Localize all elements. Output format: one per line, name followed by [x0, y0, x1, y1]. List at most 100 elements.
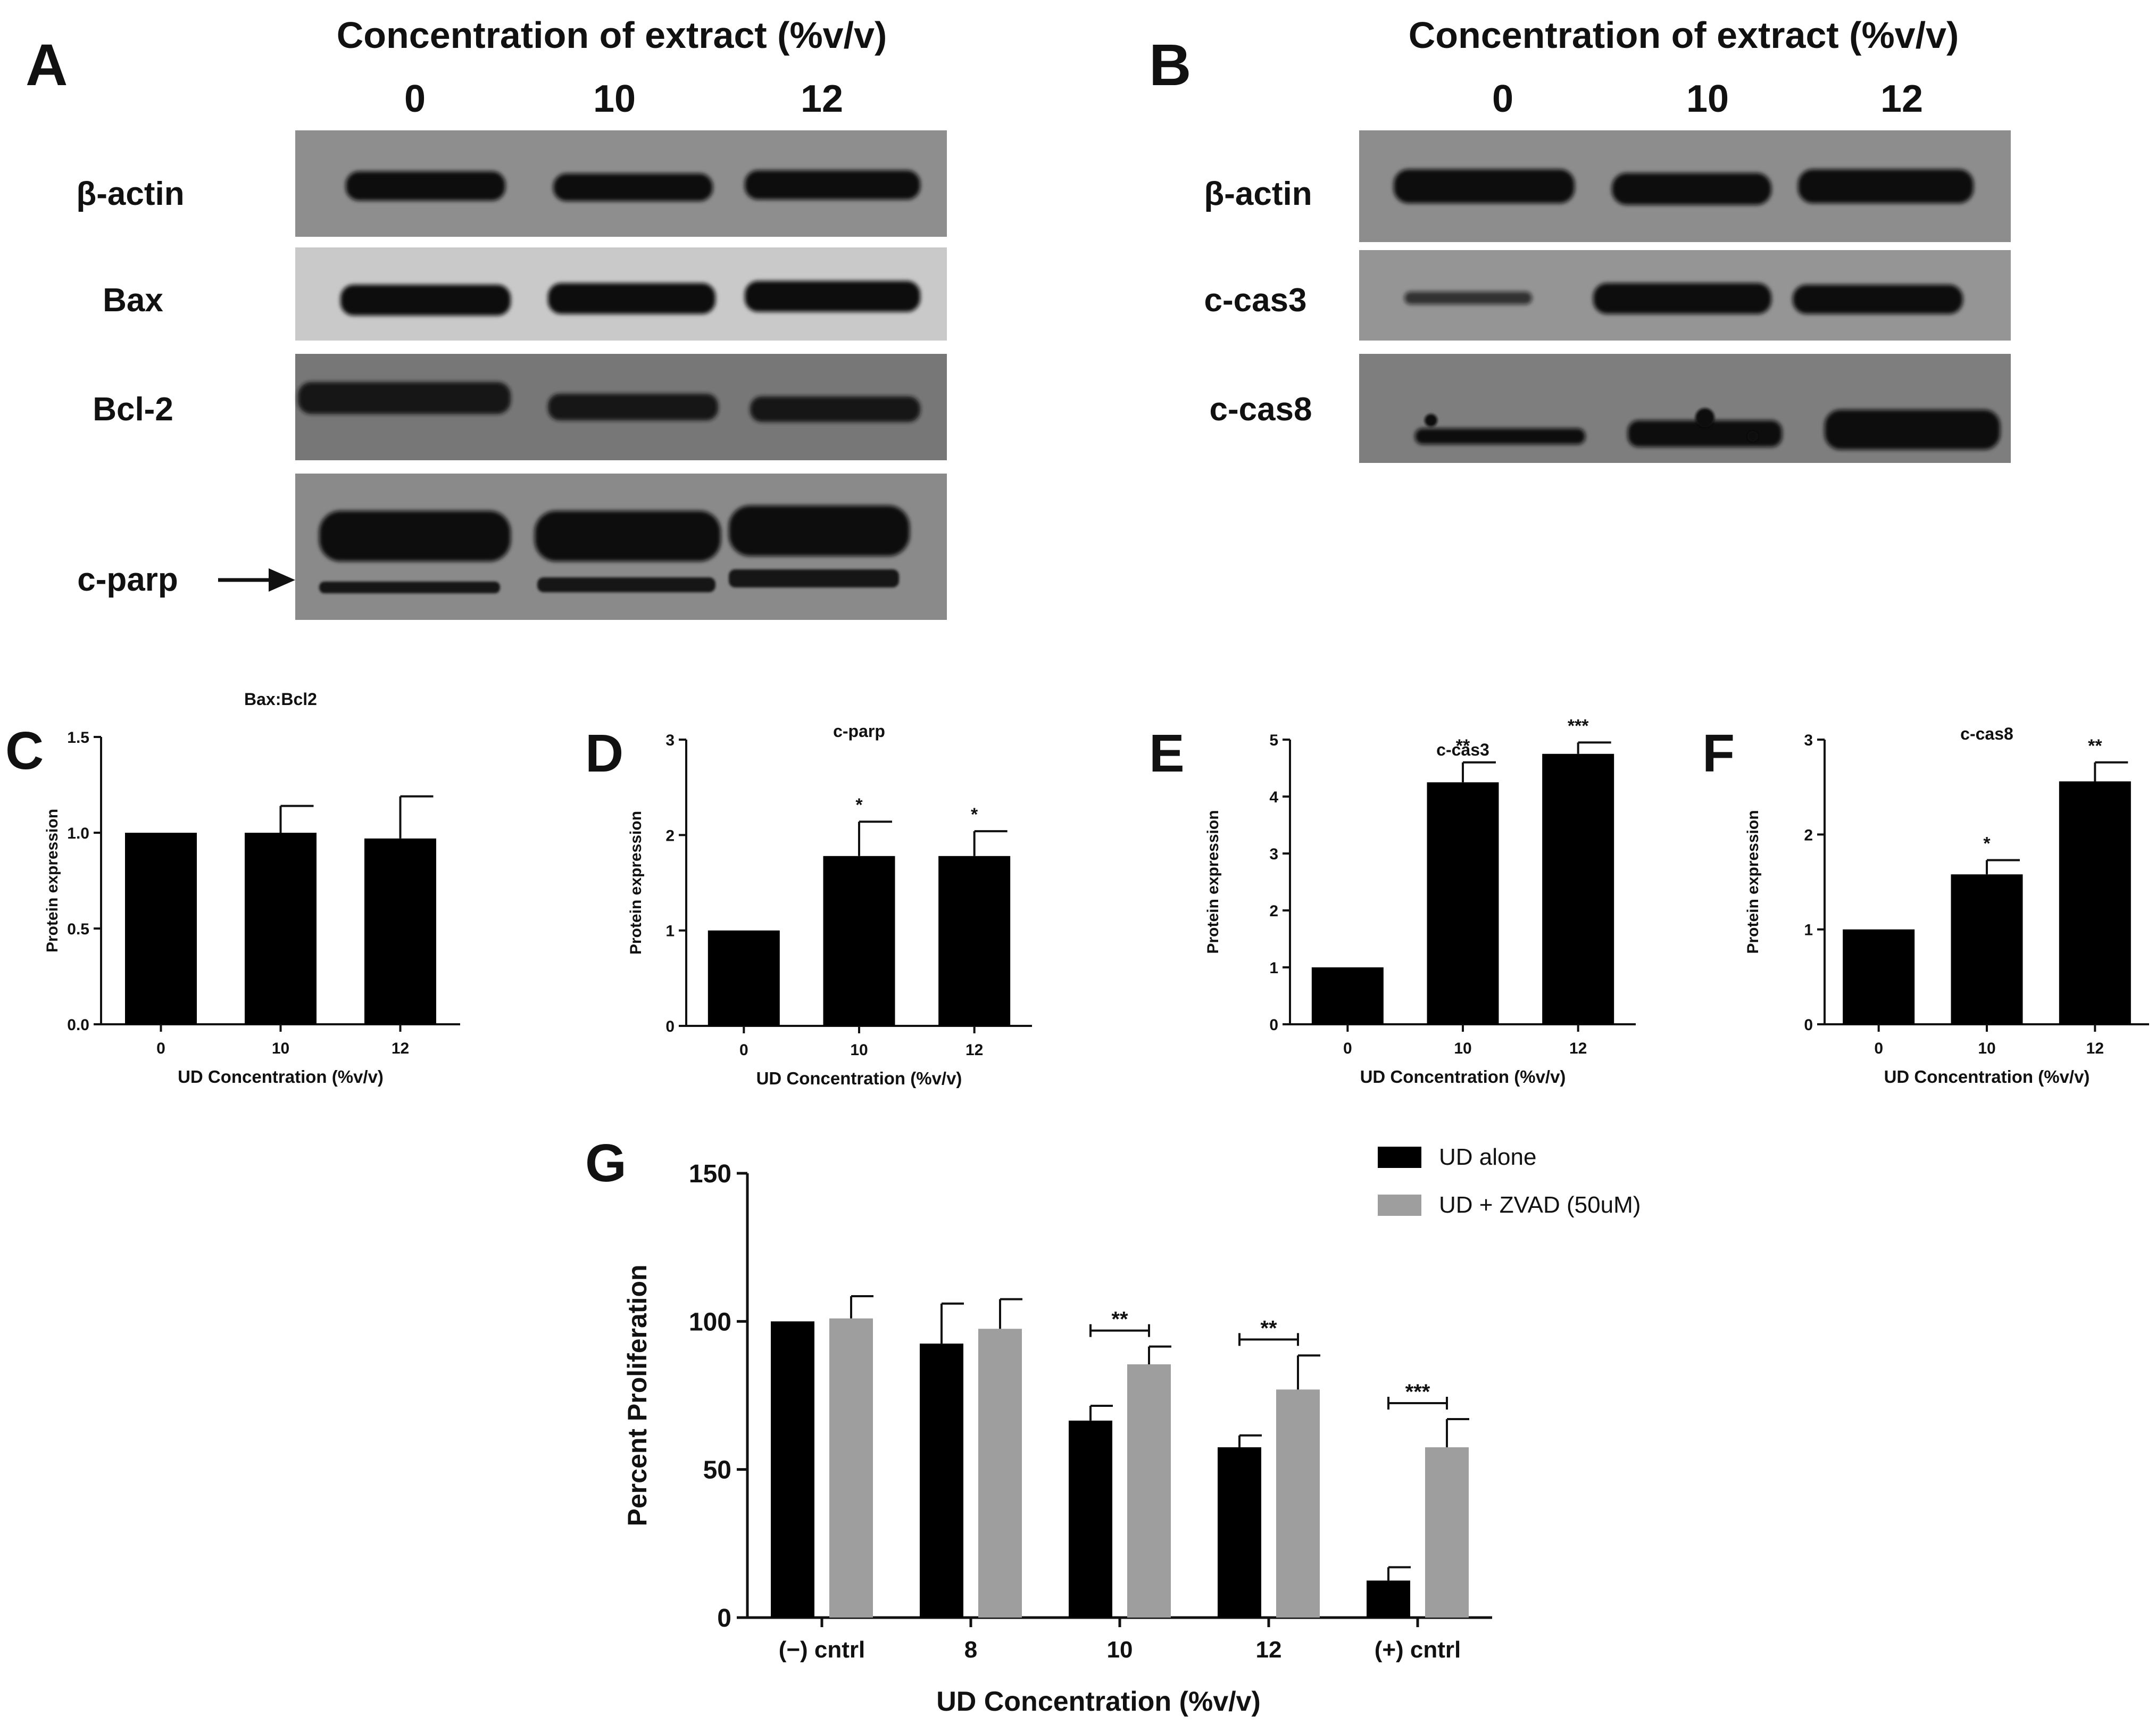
y-tick-label: 0 [1804, 1016, 1813, 1034]
blot-row-label: c-cas8 [1209, 391, 1312, 428]
y-tick-label: 5 [1269, 732, 1278, 749]
blot-band [1628, 420, 1782, 447]
lane-label: 0 [1492, 78, 1513, 120]
blot-bands [319, 569, 899, 593]
c-parp-arrow-icon [218, 568, 295, 592]
blot-band [745, 281, 920, 312]
panel-c-chart: C Bax:Bcl2 0.0 0.5 1.0 1.5 Protein expression 0… [5, 690, 460, 1087]
bar [1311, 967, 1384, 1024]
y-tick-label: 2 [665, 827, 675, 844]
y-axis-label: Protein expression [627, 811, 645, 955]
blot-bands [1415, 410, 2000, 450]
blot-band [319, 511, 511, 561]
y-tick-label: 1.0 [67, 825, 89, 842]
bar [1218, 1447, 1261, 1618]
bar [1542, 753, 1614, 1024]
bar [1367, 1580, 1410, 1618]
bar [938, 856, 1011, 1026]
significance-mark: * [1983, 833, 1991, 853]
blot-band [537, 577, 715, 592]
y-tick-label: 50 [703, 1456, 731, 1485]
bar [1843, 929, 1915, 1024]
y-tick-label: 1 [665, 923, 675, 940]
blot-bands [340, 281, 920, 316]
x-tick-label: 0 [1343, 1040, 1352, 1057]
x-axis-label: UD Concentration (%v/v) [1884, 1067, 2090, 1087]
y-tick-label: 3 [1269, 846, 1278, 863]
lane-label: 0 [404, 78, 426, 120]
panel-letter: C [5, 721, 44, 781]
panel-b: B Concentration of extract (%v/v) 0 10 1… [1149, 14, 2011, 463]
bar [1425, 1447, 1469, 1618]
blot-band [1825, 410, 2000, 450]
x-axis-label: UD Concentration (%v/v) [178, 1067, 384, 1087]
y-tick-label: 0 [717, 1604, 731, 1632]
blot-band [548, 394, 718, 420]
blot-bands [298, 382, 920, 422]
x-tick-label: 10 [1978, 1040, 1995, 1057]
panel-b-letter: B [1149, 32, 1191, 98]
legend-label: UD alone [1439, 1144, 1536, 1170]
x-axis-label: UD Concentration (%v/v) [936, 1686, 1261, 1717]
x-tick-label: 10 [272, 1040, 289, 1057]
x-tick-label: 0 [1874, 1040, 1883, 1057]
y-tick-label: 3 [665, 732, 675, 749]
blot-band [729, 569, 899, 587]
y-tick-label: 150 [689, 1160, 731, 1188]
x-tick-label: 12 [965, 1041, 983, 1059]
significance-mark: * [971, 805, 978, 825]
y-axis-label: Protein expression [44, 809, 61, 952]
bar [245, 833, 317, 1024]
significance-mark: ** [1111, 1308, 1128, 1331]
blot-band [298, 382, 511, 414]
bar [1069, 1420, 1112, 1618]
y-tick-label: 4 [1269, 789, 1278, 806]
x-tick-label: 12 [1256, 1637, 1282, 1663]
panel-letter: E [1149, 724, 1185, 783]
y-tick-label: 0.5 [67, 921, 89, 938]
x-tick-label: 12 [1569, 1040, 1587, 1057]
blot-bands [319, 505, 910, 561]
blot-band [319, 582, 500, 593]
panel-a: A Concentration of extract (%v/v) 0 10 1… [26, 14, 947, 620]
blot-speckles [1425, 408, 1758, 442]
blot-band [535, 511, 721, 561]
blot-row-label: β-actin [76, 176, 184, 212]
x-tick-label: 0 [156, 1040, 165, 1057]
x-tick-label: (+) cntrl [1375, 1637, 1461, 1663]
blot-band [1798, 169, 1974, 203]
blot-band [1415, 428, 1585, 444]
blot-band [346, 171, 505, 201]
panel-letter: F [1702, 724, 1735, 783]
significance-mark: * [855, 795, 863, 815]
blot-band [548, 283, 715, 314]
bar [771, 1321, 814, 1618]
blot-row-label: c-cas3 [1204, 282, 1306, 319]
y-axis-label: Percent Proliferation [622, 1265, 652, 1527]
chart-title: c-cas3 [1436, 740, 1489, 759]
bar [978, 1329, 1022, 1618]
bar [2059, 781, 2131, 1024]
legend-swatch [1378, 1147, 1421, 1168]
lane-label: 12 [1880, 78, 1923, 120]
bar [1951, 874, 2023, 1024]
blot-band [1593, 283, 1771, 314]
blot-row-label: Bax [103, 282, 163, 319]
y-axis-label: Protein expression [1204, 810, 1222, 954]
blot-row-label: Bcl-2 [93, 391, 173, 428]
panel-a-header: Concentration of extract (%v/v) [337, 14, 887, 56]
x-axis-label: UD Concentration (%v/v) [756, 1068, 962, 1088]
bar [707, 930, 780, 1026]
panel-letter: G [585, 1133, 627, 1193]
y-tick-label: 2 [1269, 902, 1278, 920]
bar [823, 856, 895, 1026]
x-tick-label: 10 [1454, 1040, 1471, 1057]
panel-b-header: Concentration of extract (%v/v) [1409, 14, 1959, 56]
blot-bands [1404, 283, 1963, 314]
blot-bands [1394, 169, 1974, 205]
bar [125, 833, 197, 1024]
x-tick-label: 0 [739, 1041, 748, 1059]
